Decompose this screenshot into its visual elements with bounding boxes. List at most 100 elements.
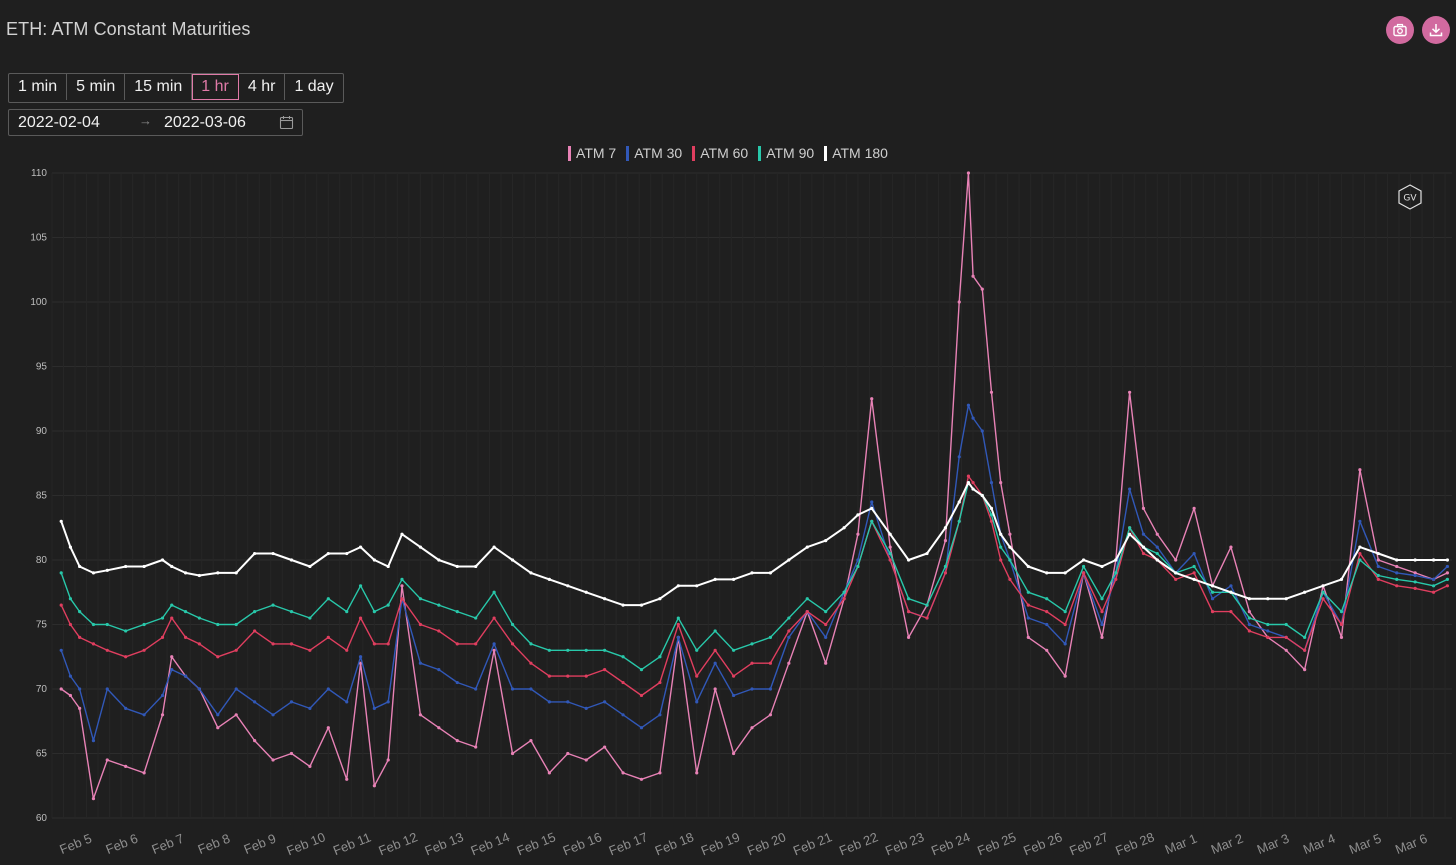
data-point bbox=[566, 584, 570, 588]
legend-item-0[interactable]: ATM 7 bbox=[568, 145, 616, 161]
legend-item-4[interactable]: ATM 180 bbox=[824, 145, 888, 161]
data-point bbox=[253, 610, 257, 614]
legend-item-2[interactable]: ATM 60 bbox=[692, 145, 748, 161]
data-point bbox=[1100, 610, 1104, 614]
data-point bbox=[842, 597, 846, 601]
data-point bbox=[1081, 571, 1086, 575]
end-date[interactable]: 2022-03-06 bbox=[164, 114, 246, 131]
data-point bbox=[999, 545, 1003, 549]
x-tick-label: Feb 5 bbox=[57, 831, 93, 857]
data-point bbox=[1358, 558, 1362, 562]
data-point bbox=[183, 635, 188, 640]
data-point bbox=[1339, 622, 1344, 627]
data-point bbox=[253, 700, 257, 704]
data-point bbox=[870, 397, 874, 401]
data-point bbox=[787, 635, 791, 640]
data-point bbox=[183, 610, 188, 614]
data-point bbox=[345, 700, 349, 704]
data-point bbox=[308, 616, 312, 620]
data-point bbox=[91, 797, 96, 801]
interval-button-5[interactable]: 1 day bbox=[294, 78, 334, 95]
data-point bbox=[695, 674, 699, 678]
data-point bbox=[1266, 597, 1270, 601]
camera-icon bbox=[1393, 23, 1407, 37]
data-point bbox=[59, 519, 63, 523]
legend-label: ATM 30 bbox=[634, 145, 683, 161]
download-icon bbox=[1429, 24, 1443, 37]
data-point bbox=[695, 584, 699, 588]
x-tick-label: Mar 5 bbox=[1347, 831, 1383, 857]
data-point bbox=[326, 597, 330, 601]
x-tick-label: Feb 20 bbox=[745, 829, 788, 858]
data-point bbox=[1045, 610, 1049, 614]
data-point bbox=[621, 713, 625, 717]
legend-item-3[interactable]: ATM 90 bbox=[758, 145, 814, 161]
data-point bbox=[91, 571, 96, 575]
data-point bbox=[160, 635, 165, 640]
date-range-picker[interactable]: 2022-02-04 → 2022-03-06 bbox=[8, 109, 303, 136]
data-point bbox=[68, 545, 73, 549]
data-point bbox=[529, 687, 533, 691]
x-tick-label: Feb 25 bbox=[975, 829, 1018, 858]
data-point bbox=[805, 597, 809, 601]
interval-button-2[interactable]: 15 min bbox=[125, 74, 193, 100]
data-point bbox=[1100, 597, 1104, 601]
legend-label: ATM 7 bbox=[576, 145, 617, 161]
data-point bbox=[566, 700, 570, 704]
data-point bbox=[1303, 590, 1307, 594]
x-axis: Feb 5 Feb 6 Feb 7 Feb 8 Feb 9 Feb 10 Feb 11 Feb… bbox=[57, 829, 1429, 858]
data-point bbox=[1229, 610, 1233, 614]
data-point bbox=[142, 713, 146, 717]
data-point bbox=[68, 693, 73, 698]
data-point bbox=[216, 726, 220, 730]
data-point bbox=[1395, 584, 1399, 588]
data-point bbox=[345, 648, 349, 652]
data-point bbox=[639, 777, 644, 781]
interval-button-3[interactable]: 1 hr bbox=[192, 74, 239, 100]
legend-swatch bbox=[758, 145, 762, 161]
data-point bbox=[142, 648, 146, 652]
data-point bbox=[980, 493, 984, 498]
data-point bbox=[386, 700, 390, 704]
data-point bbox=[253, 551, 257, 556]
data-point bbox=[1008, 532, 1012, 536]
data-point bbox=[824, 539, 828, 543]
data-point bbox=[989, 481, 994, 485]
interval-button-1[interactable]: 5 min bbox=[67, 74, 126, 100]
start-date[interactable]: 2022-02-04 bbox=[18, 114, 100, 131]
interval-button-4[interactable]: 4 hr bbox=[239, 74, 286, 100]
data-point bbox=[510, 558, 515, 562]
data-point bbox=[842, 526, 846, 530]
data-point bbox=[999, 481, 1003, 485]
data-point bbox=[1045, 648, 1049, 652]
data-point bbox=[906, 558, 911, 562]
data-point bbox=[271, 713, 275, 717]
data-point bbox=[253, 739, 257, 743]
data-point bbox=[386, 642, 390, 646]
data-point bbox=[1339, 610, 1344, 614]
data-point bbox=[386, 603, 390, 607]
data-point bbox=[1008, 545, 1012, 549]
data-point bbox=[216, 571, 220, 575]
x-tick-label: Mar 3 bbox=[1255, 831, 1291, 857]
data-point bbox=[856, 513, 860, 517]
screenshot-button[interactable] bbox=[1386, 16, 1414, 44]
data-point bbox=[943, 571, 948, 575]
data-point bbox=[870, 506, 874, 510]
data-point bbox=[1155, 532, 1159, 536]
download-button[interactable] bbox=[1422, 16, 1450, 44]
data-point bbox=[1358, 551, 1362, 556]
data-point bbox=[1358, 545, 1362, 549]
data-point bbox=[1026, 603, 1030, 607]
data-point bbox=[824, 622, 828, 627]
data-point bbox=[78, 706, 82, 710]
data-point bbox=[105, 687, 109, 691]
data-point bbox=[731, 674, 736, 678]
interval-button-0[interactable]: 1 min bbox=[9, 74, 68, 100]
data-point bbox=[105, 568, 109, 572]
legend-item-1[interactable]: ATM 30 bbox=[626, 145, 682, 161]
data-point bbox=[1192, 506, 1196, 510]
data-point bbox=[510, 622, 515, 627]
data-point bbox=[234, 687, 238, 691]
data-point bbox=[183, 571, 188, 575]
